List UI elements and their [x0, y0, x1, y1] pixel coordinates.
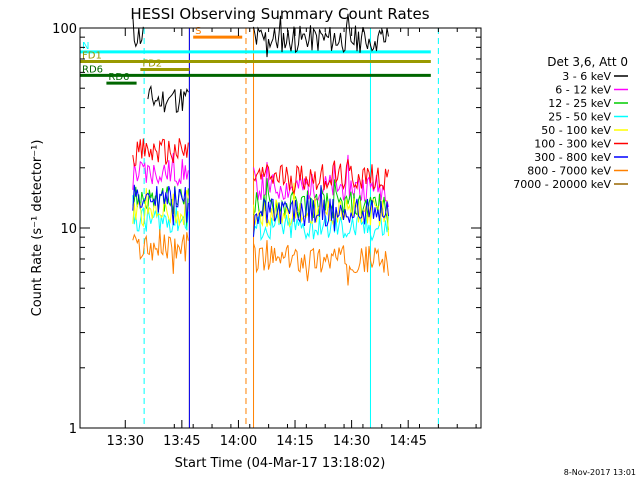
series-300-800-kev-segment-2 [253, 185, 389, 237]
legend-label-300-800-kev: 300 - 800 keV [534, 151, 611, 164]
series-6-12-kev-segment-1 [132, 152, 189, 190]
flag-label-rd6-6: RD6 [108, 72, 129, 83]
x-axis-label: Start Time (04-Mar-17 13:18:02) [175, 456, 386, 471]
series-800-7000-kev-segment-1 [132, 229, 189, 274]
series-100-300-kev-segment-2 [253, 159, 389, 195]
y-axis-label: Count Rate (s⁻¹ detector⁻¹) [30, 140, 45, 317]
flag-label-fd2-4: FD2 [142, 59, 162, 70]
y-tick-label-100: 100 [52, 22, 77, 37]
x-tick-label-1400: 14:00 [220, 434, 257, 449]
legend-title: Det 3,6, Att 0 [547, 55, 628, 69]
axes-layer: 13:30 13:45 14:00 14:15 14:30 14:45 1 10 100 [52, 22, 482, 449]
legend-label-50-100-kev: 50 - 100 keV [541, 124, 611, 137]
legend-label-12-25-kev: 12 - 25 keV [548, 97, 611, 110]
flag-label-s-2: S [195, 26, 201, 37]
series-3-6-kev-segment-3 [253, 13, 389, 58]
legend-label-800-7000-kev: 800 - 7000 keV [527, 165, 611, 178]
y-tick-label-10: 10 [60, 222, 77, 237]
series-800-7000-kev-segment-2 [253, 240, 389, 286]
x-tick-label-1415: 14:15 [276, 434, 313, 449]
series-100-300-kev-segment-1 [132, 138, 189, 167]
x-tick-label-1345: 13:45 [163, 434, 200, 449]
chart-title: HESSI Observing Summary Count Rates [130, 5, 429, 23]
footer-date: 8-Nov-2017 13:01 [564, 468, 636, 477]
x-tick-label-1430: 14:30 [333, 434, 370, 449]
data-layer: N S FD1 FD2 RD6 RD6 [79, 13, 439, 428]
flag-label-n-1: N [82, 41, 89, 52]
x-tick-label-1445: 14:45 [389, 434, 426, 449]
legend-label-100-300-kev: 100 - 300 keV [534, 138, 611, 151]
legend-label-3-6-kev: 3 - 6 keV [562, 70, 611, 83]
series-50-100-kev-segment-1 [132, 188, 189, 228]
y-tick-label-1: 1 [69, 422, 77, 437]
flag-label-rd6-5: RD6 [82, 64, 103, 75]
series-3-6-kev-segment-1 [132, 14, 144, 48]
legend-label-25-50-kev: 25 - 50 keV [548, 111, 611, 124]
x-tick-label-1330: 13:30 [107, 434, 144, 449]
series-300-800-kev-segment-1 [132, 184, 189, 226]
legend-label-6-12-kev: 6 - 12 keV [555, 84, 611, 97]
legend-label-7000-20000-kev: 7000 - 20000 keV [513, 178, 611, 191]
series-3-6-kev-segment-2 [147, 84, 189, 113]
flag-label-fd1-3: FD1 [82, 50, 102, 61]
